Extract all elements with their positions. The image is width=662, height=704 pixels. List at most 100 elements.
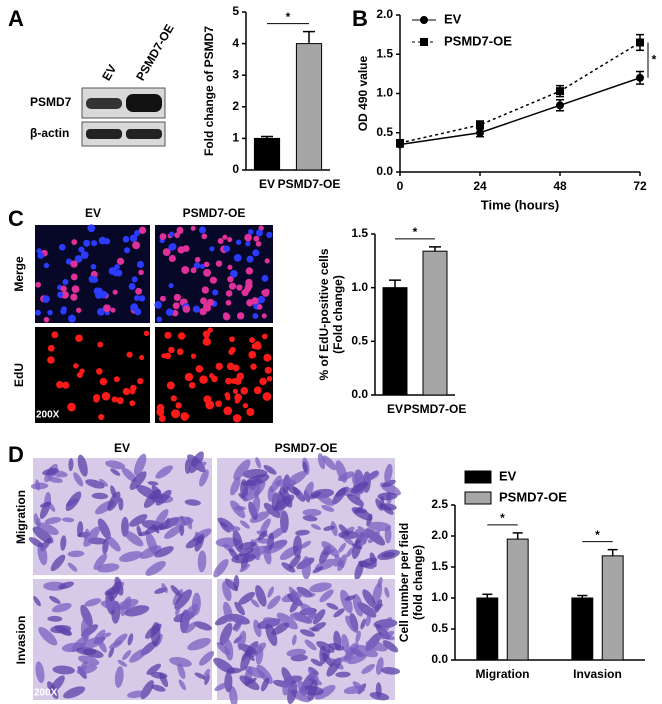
cell (184, 372, 194, 382)
cell (375, 498, 383, 511)
cell (234, 393, 243, 402)
cell (201, 233, 208, 240)
cell (170, 395, 177, 402)
cell (57, 291, 64, 298)
significance: * (652, 52, 657, 66)
cell (223, 245, 231, 253)
cell (259, 377, 267, 386)
y-axis-label: % of EdU-positive cells (317, 248, 331, 380)
cell (302, 461, 308, 473)
cell (143, 489, 161, 508)
cell (33, 596, 41, 607)
cell (310, 658, 323, 667)
bar (506, 538, 529, 661)
cell (345, 615, 359, 633)
cell (293, 535, 302, 558)
cell (100, 600, 123, 611)
cell (134, 230, 141, 237)
cell (223, 601, 233, 623)
cell (228, 349, 235, 355)
cell (344, 595, 356, 601)
panel-label: C (8, 206, 24, 231)
y-tick-label: 0.5 (431, 621, 448, 635)
cell (217, 238, 224, 245)
cell (228, 282, 237, 290)
cell (263, 502, 281, 519)
cell (112, 289, 118, 295)
cell (207, 327, 213, 333)
cell (263, 465, 277, 475)
cell (240, 479, 249, 500)
cell (194, 461, 207, 469)
cell (159, 233, 167, 241)
cell (281, 562, 296, 573)
cell (276, 612, 298, 630)
cell (266, 532, 275, 551)
cell (175, 402, 182, 409)
cell (381, 552, 395, 558)
cell (231, 553, 256, 564)
panel-label: A (8, 6, 24, 31)
cell (247, 652, 255, 662)
cell (190, 353, 197, 359)
cell (292, 487, 305, 502)
cell (71, 239, 78, 245)
cell (246, 407, 255, 417)
cell (67, 562, 78, 572)
cell (44, 517, 62, 525)
cell (114, 264, 120, 270)
cell (90, 263, 97, 270)
cell (137, 378, 144, 385)
cell (168, 283, 174, 289)
cell (169, 516, 194, 527)
cell (343, 642, 359, 663)
cell (317, 453, 326, 470)
bar (253, 137, 281, 171)
cell (78, 246, 85, 253)
column-label: EV (114, 441, 130, 455)
legend-label: EV (499, 468, 517, 483)
cell (51, 602, 72, 613)
cell (50, 554, 66, 572)
cell (138, 295, 146, 302)
cell (78, 660, 88, 675)
cell (118, 497, 124, 511)
y-tick-label: 2.0 (376, 7, 393, 21)
cell (199, 469, 209, 487)
cell (301, 556, 311, 580)
cell (328, 643, 345, 651)
cell (233, 459, 251, 480)
cell (304, 639, 317, 651)
cell (227, 236, 233, 243)
cell (343, 536, 354, 546)
cell (80, 618, 90, 642)
cell (224, 392, 231, 398)
cell (182, 305, 191, 313)
cell (165, 308, 174, 316)
blot-band (86, 98, 122, 109)
blot-row-label: PSMD7 (30, 95, 72, 109)
cell (380, 630, 395, 640)
significance: * (595, 528, 600, 542)
line (399, 77, 641, 146)
cell (146, 663, 161, 675)
cell (219, 622, 233, 646)
cell (70, 260, 78, 268)
cell (375, 682, 382, 698)
cell (203, 268, 211, 277)
cell (75, 334, 83, 342)
cell (61, 291, 69, 299)
y-axis-label: (Fold change) (331, 275, 345, 354)
y-axis-label: Cell number per field (397, 523, 411, 642)
cell (253, 386, 262, 395)
cell (97, 308, 105, 316)
x-axis-label: Time (hours) (481, 197, 560, 212)
cell (263, 353, 272, 362)
cell (162, 248, 171, 257)
cell (337, 554, 347, 572)
cell (235, 239, 242, 245)
cell (203, 395, 212, 404)
cell (168, 346, 175, 354)
significance: * (500, 511, 505, 525)
cell (103, 304, 111, 313)
